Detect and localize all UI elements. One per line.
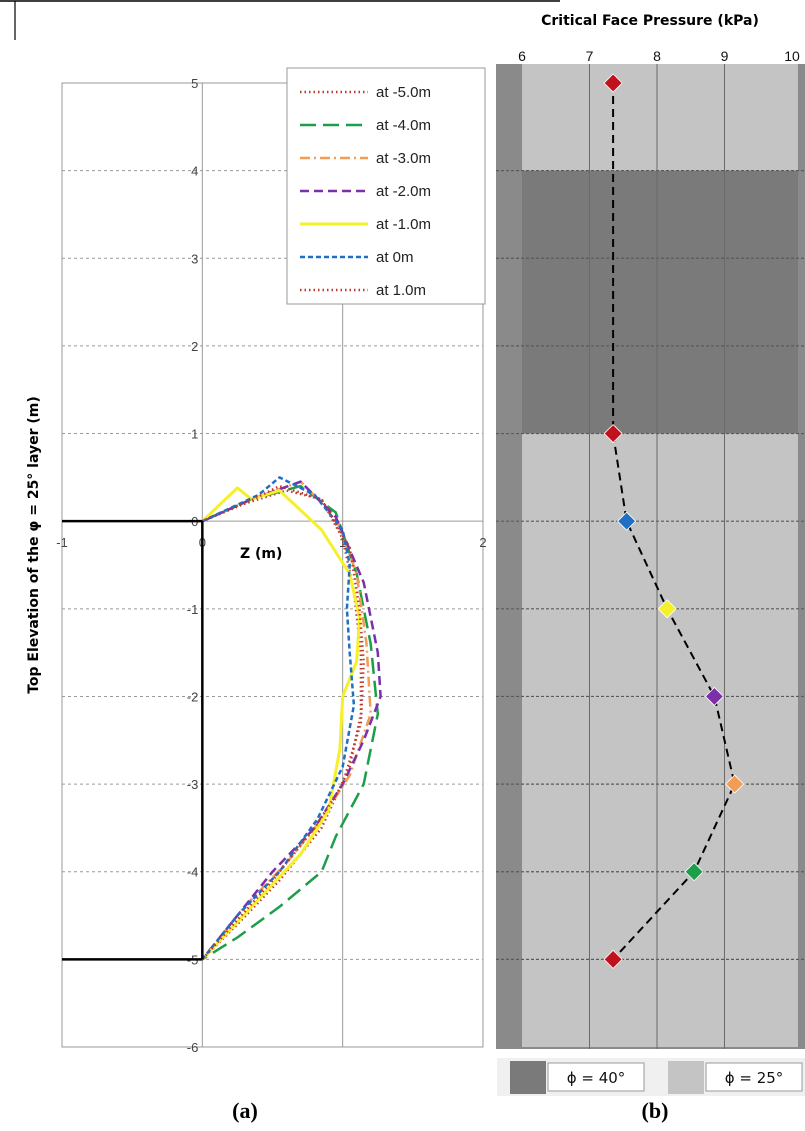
panel-a-y-axis-label: Top Elevation of the φ = 25° layer (m) — [26, 396, 42, 694]
pressure-point-marker — [684, 862, 704, 882]
panel-b-grid — [496, 64, 805, 1049]
panel-a-x-tick-label: 1 — [339, 535, 346, 550]
legend-label: at -5.0m — [376, 84, 431, 101]
legend-swatch — [668, 1061, 704, 1094]
legend-label-box — [705, 1062, 803, 1092]
panel-b-x-tick-label: 9 — [721, 48, 729, 64]
panel-b-x-tick-label: 8 — [653, 48, 661, 64]
soil-layer-25 — [522, 64, 798, 171]
panel-a-y-tick-label: 4 — [191, 164, 198, 179]
panel-b-series — [603, 73, 745, 969]
series-line-at-5.0m — [201, 489, 363, 961]
panel-b-x-ticks: 6 7 8 9 10 — [518, 48, 800, 64]
panel-b-x-tick-label: 7 — [586, 48, 594, 64]
pressure-point-marker — [603, 949, 623, 969]
series-line-at-2.0m — [201, 480, 382, 961]
panel-b-x-tick-label: 10 — [784, 48, 800, 64]
legend-label: at 1.0m — [376, 282, 426, 299]
pressure-point-marker — [725, 774, 745, 794]
series-line-at-4.0m — [201, 484, 380, 961]
panel-a-y-tick-label: -4 — [187, 865, 199, 880]
legend-label: at -4.0m — [376, 117, 431, 134]
panel-a-y-tick-label: 3 — [191, 251, 198, 266]
panel-a-x-tick-label: 2 — [479, 535, 486, 550]
pressure-point-marker — [704, 686, 724, 707]
panel-b-x-tick-label: 6 — [518, 48, 526, 64]
panel-a-legend: at -5.0m at -4.0m at -3.0m at -2.0m at -1.0m… — [286, 67, 486, 305]
panel-b-title: Critical Face Pressure (kPa) — [541, 13, 759, 29]
tunnel-outline — [0, 0, 560, 961]
panel-a-y-tick-label: 1 — [191, 427, 198, 442]
panel-a-y-tick-label: -1 — [187, 602, 199, 617]
panel-a-x-tick-label: -1 — [56, 535, 68, 550]
legend-label-box — [547, 1062, 645, 1092]
legend-swatch — [510, 1061, 546, 1094]
panel-a-label: (a) — [232, 1098, 258, 1123]
legend-label: at -1.0m — [376, 216, 431, 233]
soil-layer-25 — [522, 433, 798, 1048]
pressure-point-marker — [603, 423, 623, 444]
panel-a-chart: 543210-1-2-3-4-5-6 -1012 Z (m) Top Eleva… — [0, 0, 560, 1055]
soil-layer-bands — [496, 64, 805, 1049]
panel-b-label: (b) — [642, 1098, 669, 1123]
panel-b-chart: Critical Face Pressure (kPa) 6 7 8 9 10 ϕ = … — [496, 13, 805, 1096]
legend-label: at 0m — [376, 249, 414, 266]
panel-a-series — [201, 476, 382, 961]
critical-pressure-line — [612, 83, 736, 961]
legend-label: ϕ = 40° — [567, 1069, 626, 1087]
panel-a-y-tick-label: -2 — [187, 689, 199, 704]
legend-label: ϕ = 25° — [725, 1069, 784, 1087]
legend-label: at -2.0m — [376, 183, 431, 200]
legend-label: at -3.0m — [376, 150, 431, 167]
panel-a-y-tick-label: 2 — [191, 339, 198, 354]
panel-a-y-tick-label: -3 — [187, 777, 199, 792]
soil-layer-40 — [522, 170, 798, 434]
panel-a-x-axis-label: Z (m) — [240, 546, 282, 562]
pressure-point-marker — [617, 511, 637, 531]
panel-b-legend: ϕ = 40° ϕ = 25° — [497, 1058, 805, 1096]
pressure-point-marker — [603, 73, 623, 93]
pressure-point-marker — [657, 599, 677, 619]
panel-a-legend-box — [286, 67, 486, 305]
panel-a-y-tick-label: -6 — [187, 1040, 199, 1055]
panel-a-y-tick-label: 5 — [191, 76, 198, 91]
